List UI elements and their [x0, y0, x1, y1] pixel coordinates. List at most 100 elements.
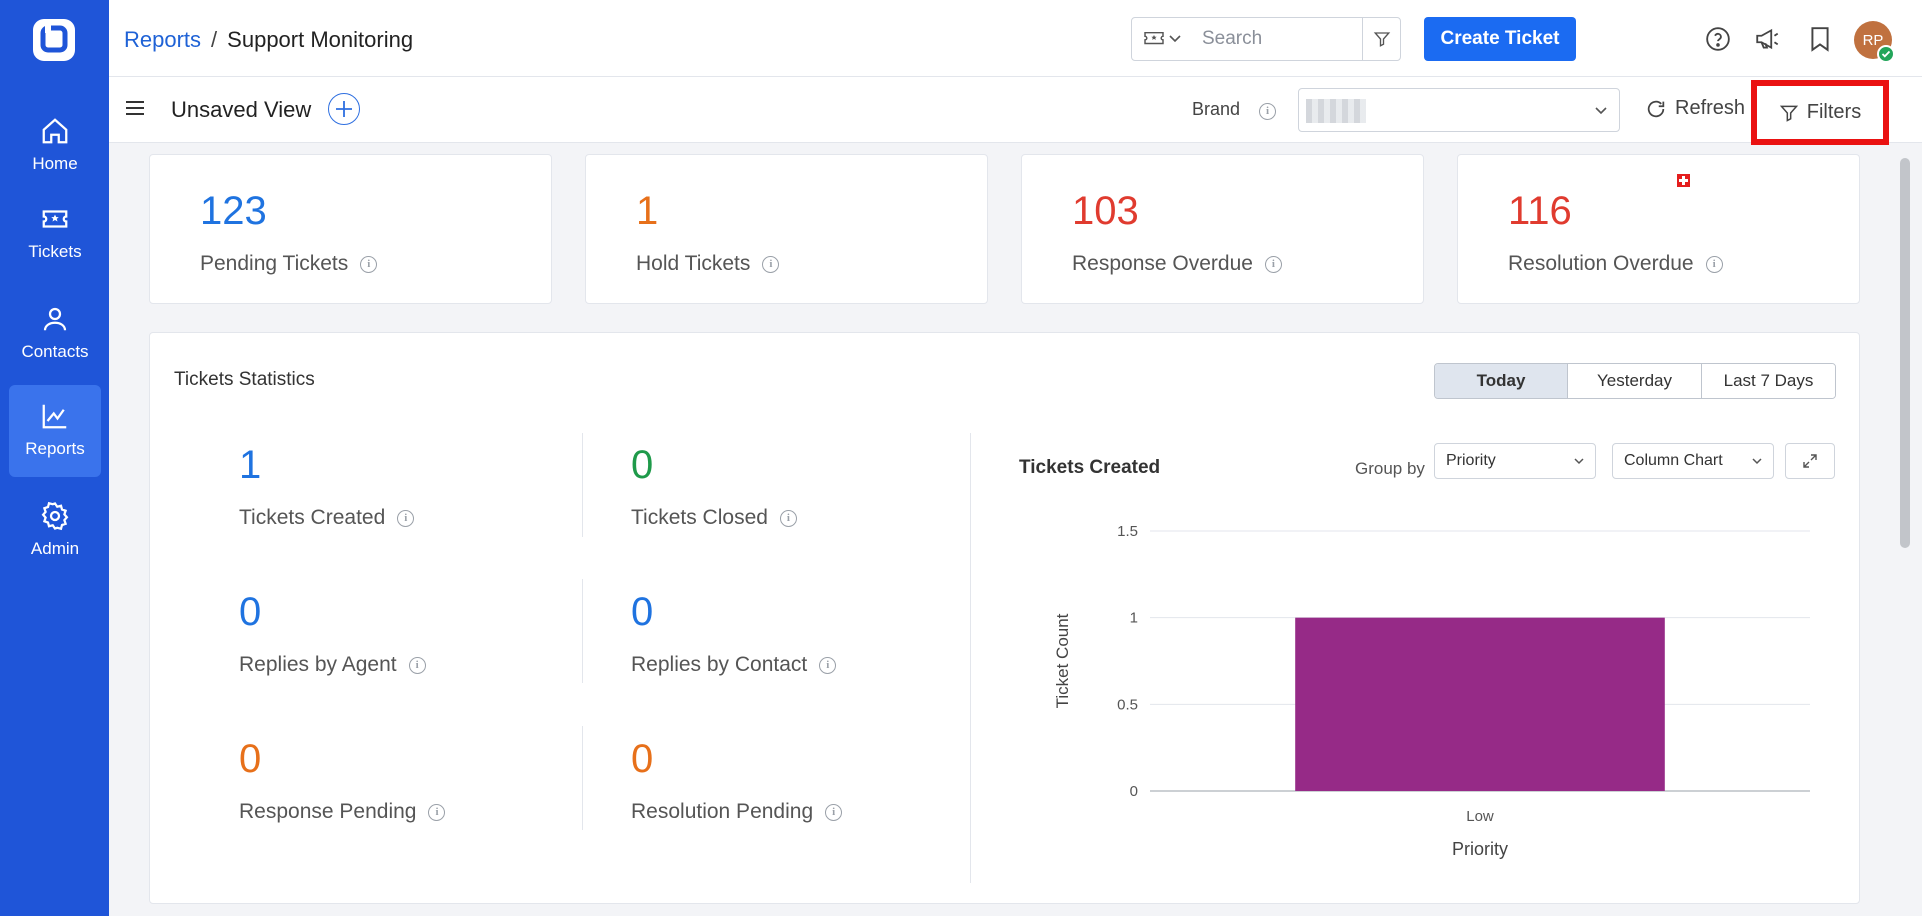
card-label: Response Overdue i — [1072, 252, 1282, 276]
date-range-toggle: Today Yesterday Last 7 Days — [1434, 363, 1836, 399]
stat-card-resolution-overdue[interactable]: 116 Resolution Overdue i — [1457, 154, 1860, 304]
redacted-brand-value — [1306, 99, 1366, 123]
expand-chart-button[interactable] — [1785, 443, 1835, 479]
breadcrumb-link-reports[interactable]: Reports — [124, 27, 202, 52]
panel-title: Tickets Statistics — [174, 369, 315, 390]
range-yesterday-button[interactable]: Yesterday — [1568, 364, 1702, 398]
scrollbar-thumb[interactable] — [1900, 158, 1910, 548]
filter-icon — [1779, 105, 1798, 122]
filters-button[interactable]: Filters — [1751, 80, 1889, 145]
bookmark-icon[interactable] — [1805, 24, 1835, 54]
add-view-button[interactable] — [328, 93, 360, 125]
card-value: 123 — [200, 189, 267, 233]
sidebar-item-home[interactable]: Home — [9, 100, 101, 192]
metric-label: Response Pending i — [239, 800, 446, 824]
info-icon[interactable]: i — [408, 656, 426, 674]
metric-label-text: Response Pending — [239, 800, 417, 823]
chevron-down-icon — [1752, 458, 1762, 465]
metric-tickets-created: 1 Tickets Created i — [239, 443, 415, 530]
metric-value: 0 — [239, 590, 262, 634]
metric-replies-by-agent: 0 Replies by Agent i — [239, 590, 426, 677]
info-icon[interactable]: i — [762, 255, 780, 273]
card-value: 1 — [636, 189, 659, 233]
metric-label: Replies by Agent i — [239, 653, 426, 677]
info-icon[interactable]: i — [1259, 101, 1276, 120]
refresh-icon — [1647, 100, 1665, 117]
plus-icon — [336, 101, 352, 117]
group-by-value: Priority — [1446, 452, 1496, 469]
card-label: Resolution Overdue i — [1508, 252, 1723, 276]
refresh-label: Refresh — [1675, 97, 1746, 119]
metric-label-text: Tickets Closed — [631, 506, 768, 529]
bar-low — [1295, 617, 1665, 791]
card-label: Pending Tickets i — [200, 252, 378, 276]
tickets-created-chart: 0 0.5 1 1.5 Low Priority Ticket Count — [1053, 523, 1810, 859]
sidebar-item-tickets[interactable]: Tickets — [9, 188, 101, 280]
view-toolbar: Unsaved View Brand i Refresh Filters — [109, 77, 1922, 145]
search-input[interactable] — [1192, 18, 1360, 60]
range-today-button[interactable]: Today — [1435, 364, 1568, 398]
tickets-statistics-panel: Tickets Statistics Today Yesterday Last … — [149, 332, 1860, 904]
divider — [582, 579, 583, 683]
sidebar-item-reports[interactable]: Reports — [9, 385, 101, 477]
metric-value: 0 — [239, 737, 262, 781]
y-axis-label: Ticket Count — [1053, 613, 1072, 708]
metric-tickets-closed: 0 Tickets Closed i — [631, 443, 797, 530]
card-label: Hold Tickets i — [636, 252, 780, 276]
refresh-button[interactable]: Refresh — [1645, 97, 1745, 120]
stat-card-hold[interactable]: 1 Hold Tickets i — [585, 154, 988, 304]
metric-label-text: Replies by Agent — [239, 653, 397, 676]
chart-icon — [42, 404, 67, 429]
sidebar-item-label: Home — [32, 154, 78, 173]
ticket-icon — [42, 210, 68, 228]
swiss-flag-icon — [1677, 174, 1690, 187]
metric-value: 0 — [631, 590, 654, 634]
search-filter-button[interactable] — [1362, 18, 1400, 60]
sidebar-item-contacts[interactable]: Contacts — [9, 288, 101, 380]
chevron-down-icon — [1169, 35, 1181, 43]
search-type-dropdown[interactable] — [1132, 18, 1192, 60]
breadcrumb-separator: / — [211, 27, 218, 52]
stat-card-response-overdue[interactable]: 103 Response Overdue i — [1021, 154, 1424, 304]
create-ticket-button[interactable]: Create Ticket — [1424, 17, 1576, 61]
info-icon[interactable]: i — [825, 803, 843, 821]
filters-label: Filters — [1806, 101, 1862, 123]
scrollbar[interactable] — [1897, 143, 1922, 916]
metric-label-text: Replies by Contact — [631, 653, 808, 676]
card-value: 116 — [1508, 189, 1572, 233]
info-icon[interactable]: i — [428, 803, 446, 821]
card-label-text: Resolution Overdue — [1508, 252, 1694, 275]
x-axis-label: Priority — [1452, 839, 1508, 859]
ticket-icon — [1144, 31, 1164, 45]
filter-icon — [1373, 32, 1390, 47]
stat-card-pending[interactable]: 123 Pending Tickets i — [149, 154, 552, 304]
group-by-select[interactable]: Priority — [1434, 443, 1596, 479]
metric-label: Tickets Created i — [239, 506, 415, 530]
metric-value: 0 — [631, 443, 654, 487]
brand-select[interactable] — [1298, 88, 1620, 132]
card-label-text: Response Overdue — [1072, 252, 1253, 275]
gear-icon — [41, 501, 69, 531]
top-bar: Reports / Support Monitoring — [109, 0, 1922, 77]
help-icon[interactable] — [1703, 24, 1733, 54]
sidebar-item-admin[interactable]: Admin — [9, 485, 101, 577]
info-icon[interactable]: i — [819, 656, 837, 674]
menu-icon[interactable] — [125, 99, 145, 122]
range-last-7-days-button[interactable]: Last 7 Days — [1702, 364, 1835, 398]
y-tick-label: 1.5 — [1117, 523, 1138, 540]
app-logo[interactable] — [31, 17, 77, 63]
chart-title: Tickets Created — [1019, 457, 1161, 478]
chart-type-select[interactable]: Column Chart — [1612, 443, 1774, 479]
info-icon[interactable]: i — [397, 509, 415, 527]
info-icon[interactable]: i — [1264, 255, 1282, 273]
megaphone-icon[interactable] — [1753, 24, 1783, 54]
info-icon[interactable]: i — [779, 509, 797, 527]
metric-response-pending: 0 Response Pending i — [239, 737, 446, 824]
chevron-down-icon — [1595, 107, 1607, 115]
metric-value: 1 — [239, 443, 262, 487]
info-icon[interactable]: i — [1705, 255, 1723, 273]
metric-label-text: Resolution Pending — [631, 800, 814, 823]
sidebar-item-label: Contacts — [21, 342, 89, 361]
page-title: Support Monitoring — [227, 27, 414, 52]
info-icon[interactable]: i — [360, 255, 378, 273]
